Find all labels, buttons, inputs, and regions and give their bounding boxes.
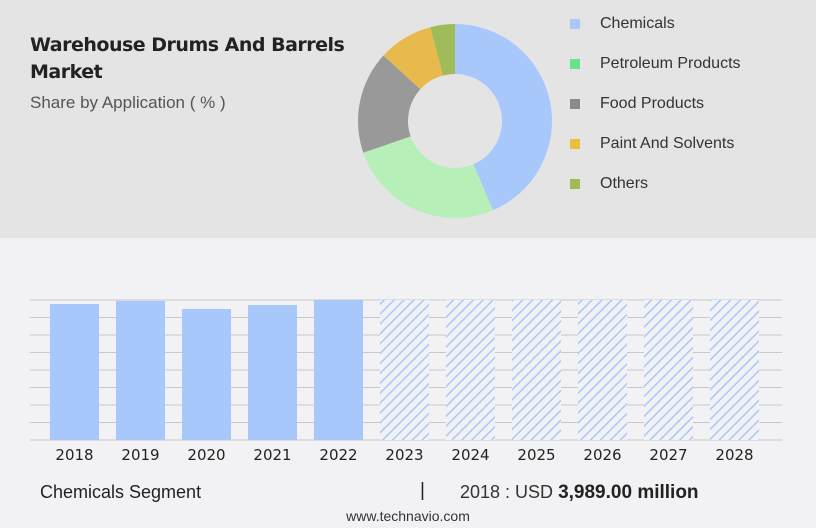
donut-slice-paint-and-solvents [383,27,444,90]
legend-swatch [570,179,580,189]
donut-slice-others [430,24,455,76]
legend-item: Paint And Solvents [570,124,741,164]
forecast-bar-2028 [710,300,759,440]
bar-2018 [50,303,99,440]
bar-2022 [314,300,363,440]
x-tick-label: 2025 [517,446,555,464]
x-tick-label: 2026 [583,446,621,464]
bar-2020 [182,308,231,440]
legend-label: Others [600,175,649,192]
donut-slice-petroleum-products [363,136,493,218]
forecast-bar-2026 [578,300,627,440]
forecast-bar-2027 [644,300,693,440]
legend-swatch [570,59,580,69]
chart-title: Warehouse Drums And Barrels Market [30,34,345,83]
x-tick-label: 2024 [451,446,489,464]
legend-label: Petroleum Products [600,55,741,72]
footer-value: 2018 : USD 3,989.00 million [460,482,699,504]
donut-slice-chemicals [455,24,552,211]
x-tick-label: 2018 [55,446,93,464]
x-tick-label: 2023 [385,446,423,464]
footer-separator: | [420,480,425,501]
x-tick-label: 2020 [187,446,225,464]
x-tick-label: 2028 [715,446,753,464]
forecast-bar-2025 [512,300,561,440]
legend-item: Chemicals [570,4,741,44]
legend-label: Paint And Solvents [600,135,735,152]
legend-swatch [570,19,580,29]
forecast-bar-2024 [446,300,495,440]
legend-item: Petroleum Products [570,44,741,84]
footer-amount: 3,989.00 million [558,482,699,503]
bar-2021 [248,304,297,440]
x-tick-label: 2022 [319,446,357,464]
legend-label: Food Products [600,95,705,112]
legend-item: Others [570,164,741,204]
site-url[interactable]: www.technavio.com [346,508,470,524]
donut-slice-food-products [358,55,421,153]
bar-2019 [116,300,165,440]
forecast-bar-2023 [380,300,429,440]
x-tick-label: 2019 [121,446,159,464]
legend: Chemicals Petroleum Products Food Products… [570,4,741,204]
chart-subtitle: Share by Application ( % ) [30,93,226,112]
legend-swatch [570,139,580,149]
legend-label: Chemicals [600,15,675,32]
legend-item: Food Products [570,84,741,124]
footer-prefix: 2018 : USD [460,482,554,502]
footer-segment: Chemicals Segment [40,482,202,502]
legend-swatch [570,99,580,109]
x-tick-label: 2021 [253,446,291,464]
x-tick-label: 2027 [649,446,687,464]
